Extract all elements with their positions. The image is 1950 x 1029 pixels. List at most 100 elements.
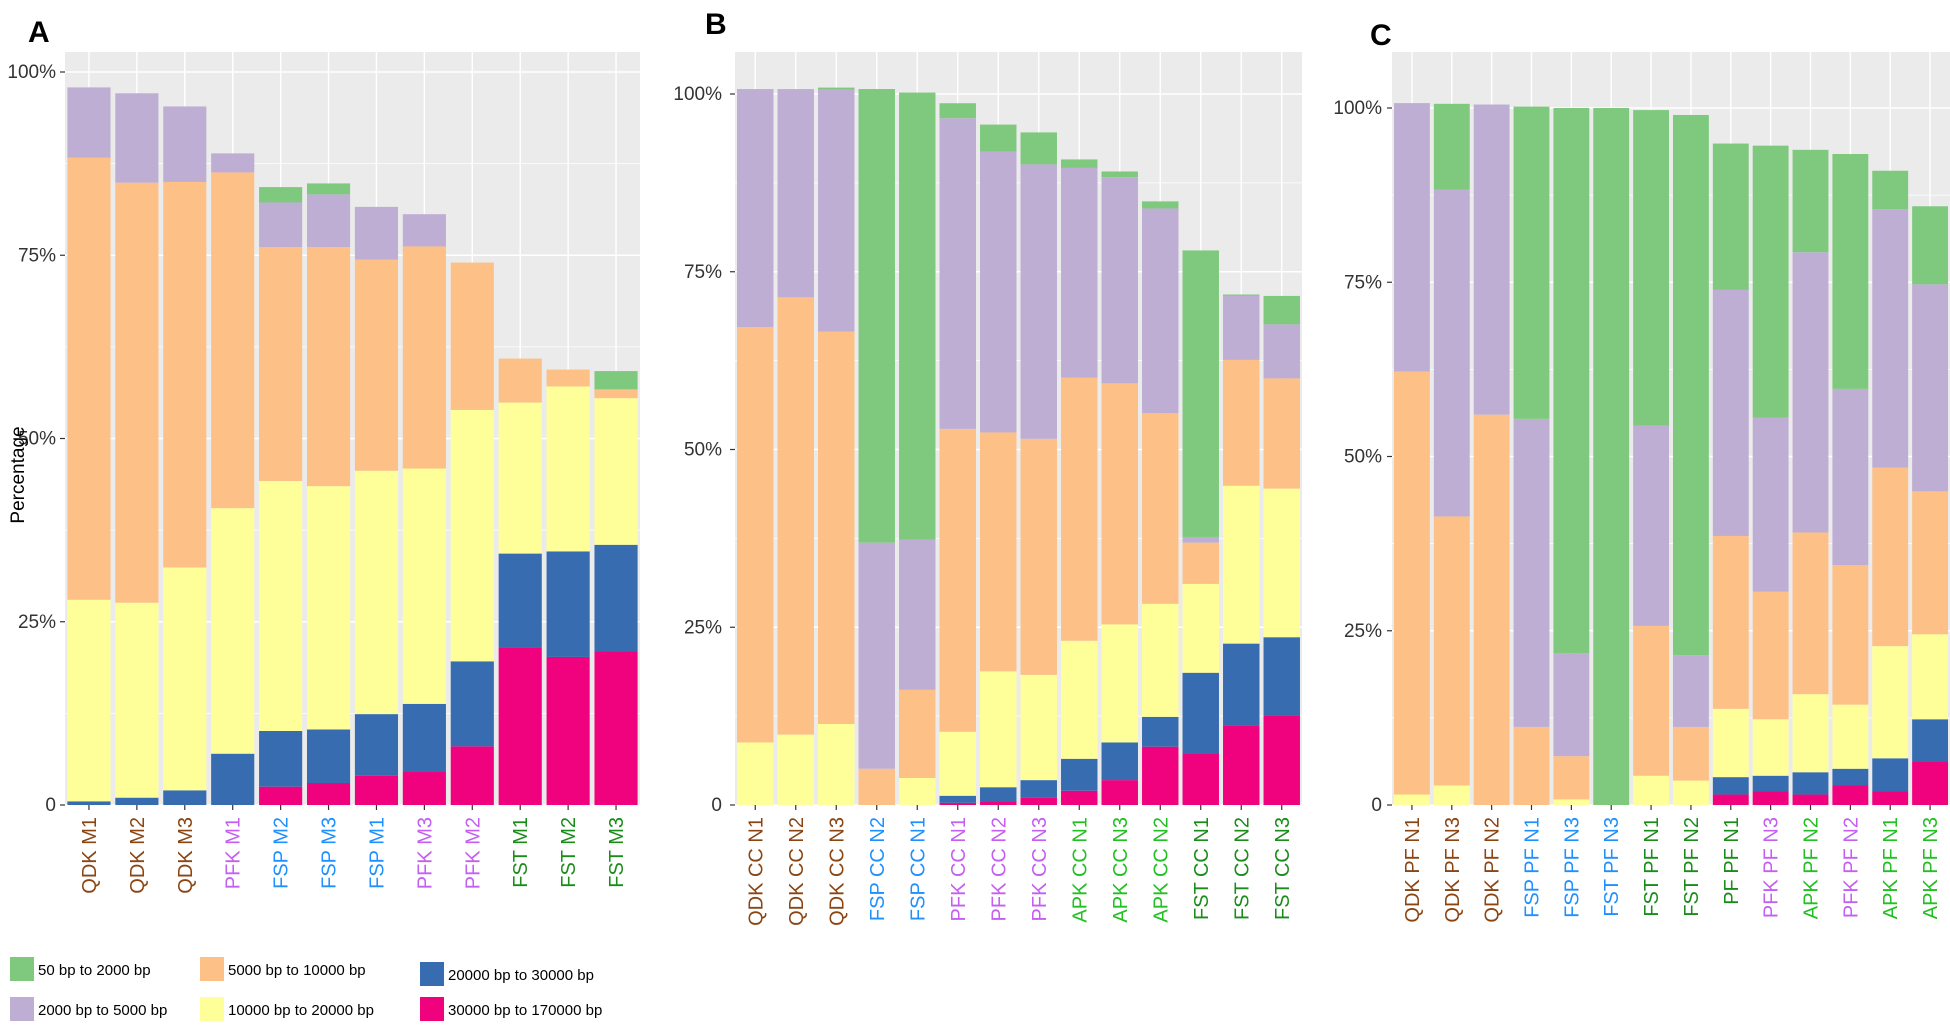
bar-segment — [1263, 488, 1300, 638]
bar-segment — [1020, 132, 1057, 165]
y-tick-label: 100% — [673, 84, 722, 105]
bar-segment — [980, 801, 1017, 805]
bar-segment — [939, 118, 976, 429]
bar-segment — [1832, 565, 1869, 705]
bar-segment — [818, 87, 855, 90]
bar-segment — [1633, 775, 1670, 805]
bar-segment — [1101, 742, 1138, 781]
y-tick-label: 50% — [684, 440, 722, 461]
bar-segment — [259, 187, 303, 203]
x-tick-label: FSP PF N3 — [1561, 817, 1583, 918]
bar-segment — [737, 327, 774, 743]
bar-segment — [1182, 542, 1219, 584]
bar-segment — [498, 553, 542, 648]
bar-segment — [1061, 758, 1098, 791]
bar-segment — [1101, 383, 1138, 625]
bar-segment — [1672, 726, 1709, 781]
bar-segment — [546, 369, 590, 387]
x-tick-label: PFK CC N3 — [1029, 817, 1051, 921]
bar-segment — [1061, 377, 1098, 641]
bar-segment — [450, 262, 494, 410]
bar-segment — [1712, 535, 1749, 709]
bar-segment — [1142, 413, 1179, 604]
bar-segment — [211, 172, 255, 509]
bar-segment — [546, 656, 590, 805]
bar-segment — [306, 729, 351, 784]
bar-segment — [1553, 756, 1590, 800]
y-tick-label: 100% — [1333, 98, 1382, 119]
bar-segment — [306, 194, 351, 248]
bar-segment — [980, 787, 1017, 802]
bar-segment — [402, 468, 446, 704]
x-tick-label: QDK PF N2 — [1482, 817, 1504, 923]
bar-segment — [1101, 171, 1138, 178]
x-tick-label: QDK PF N3 — [1442, 817, 1464, 923]
x-tick-label: PFK M2 — [462, 817, 484, 889]
bar-segment — [306, 486, 351, 730]
bar-segment — [1752, 145, 1789, 418]
bar-segment — [1393, 103, 1430, 372]
x-tick-label: FST PF N3 — [1601, 817, 1623, 917]
x-tick-label: QDK PF N1 — [1402, 817, 1424, 923]
bar-segment — [1142, 603, 1179, 717]
bar-segment — [1912, 284, 1949, 492]
bar-segment — [1263, 378, 1300, 489]
bar-segment — [1473, 414, 1510, 805]
x-tick-label: PFK PF N3 — [1761, 817, 1783, 918]
bar-segment — [1752, 591, 1789, 720]
bar-segment — [1752, 417, 1789, 592]
x-tick-label: PFK PF N2 — [1840, 817, 1862, 918]
bar-segment — [115, 182, 159, 603]
panel-label-C: C — [1370, 19, 1392, 52]
bar-segment — [1712, 708, 1749, 778]
bar-segment — [1513, 418, 1550, 727]
bar-segment — [402, 772, 446, 805]
x-tick-label: QDK M2 — [127, 817, 149, 894]
bar-segment — [1101, 177, 1138, 384]
x-tick-label: FST M1 — [510, 817, 532, 888]
y-tick-label: 25% — [18, 612, 56, 633]
bar-segment — [1393, 794, 1430, 805]
x-tick-label: QDK M3 — [175, 817, 197, 894]
bar-segment — [1223, 359, 1260, 486]
x-tick-label: APK PF N1 — [1880, 817, 1902, 919]
bar-segment — [402, 246, 446, 469]
y-tick-label: 25% — [684, 617, 722, 638]
bar-segment — [211, 153, 255, 173]
bar-segment — [818, 723, 855, 805]
bar-segment — [777, 89, 814, 298]
bar-segment — [1633, 425, 1670, 626]
bar-segment — [980, 671, 1017, 788]
bar-segment — [450, 746, 494, 805]
bar-segment — [818, 331, 855, 724]
bar-segment — [1182, 583, 1219, 673]
bar-segment — [1712, 289, 1749, 536]
bar-segment — [899, 539, 936, 690]
bar-segment — [1553, 108, 1590, 654]
bar-segment — [1872, 646, 1909, 759]
legend-label: 30000 bp to 170000 bp — [448, 1002, 602, 1019]
bar-segment — [594, 371, 638, 390]
legend-label: 20000 bp to 30000 bp — [448, 967, 594, 984]
bar-segment — [1393, 371, 1430, 795]
bar-segment — [1872, 758, 1909, 792]
bar-segment — [1223, 725, 1260, 805]
bar-segment — [858, 542, 895, 769]
bar-segment — [1513, 726, 1550, 805]
bar-segment — [67, 599, 111, 802]
legend-swatch — [10, 997, 34, 1021]
x-tick-label: FSP M3 — [319, 817, 341, 889]
bar-segment — [1223, 643, 1260, 726]
bar-segment — [1061, 790, 1098, 805]
bar-segment — [594, 398, 638, 545]
bar-segment — [354, 775, 399, 805]
bar-segment — [939, 731, 976, 796]
chart-panel-B: B 0 25% 50% 75% 100% QDK CC N1 QDK CC N2 QDK CC … — [673, 8, 1302, 926]
x-tick-label: FST CC N1 — [1191, 817, 1213, 920]
bar-segment — [354, 206, 399, 260]
bar-segment — [1433, 103, 1470, 190]
bar-segment — [1912, 719, 1949, 762]
bar-segment — [546, 551, 590, 657]
bar-segment — [450, 409, 494, 662]
